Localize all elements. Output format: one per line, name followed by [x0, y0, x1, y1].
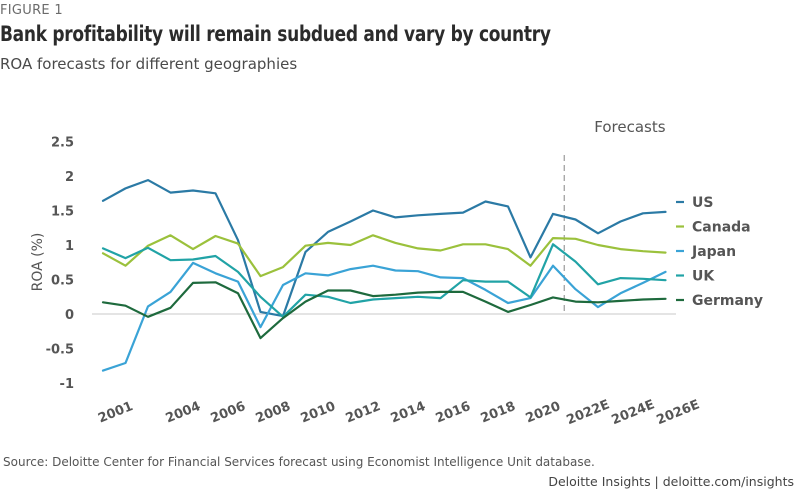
forecast-divider: Forecasts — [563, 118, 666, 314]
series-line-germany — [101, 281, 667, 340]
y-tick-label: 1.5 — [51, 205, 74, 220]
x-tick-label: 2016 — [434, 399, 473, 426]
x-tick-label: 2026E — [654, 397, 701, 428]
series-line-us — [101, 179, 667, 318]
series-lines — [101, 179, 667, 372]
y-tick-label: -1 — [60, 377, 74, 392]
y-tick-label: 2.5 — [51, 136, 74, 151]
y-axis-label: ROA (%) — [30, 233, 46, 292]
y-tick-label: 0.5 — [51, 274, 74, 289]
y-tick-label: 1 — [65, 239, 74, 254]
y-tick-label: -0.5 — [46, 343, 74, 358]
series-line-japan — [101, 261, 667, 372]
forecast-label: Forecasts — [594, 118, 665, 136]
figure-label: FIGURE 1 — [0, 3, 63, 18]
legend-label-germany: Germany — [692, 293, 763, 309]
x-tick-label: 2022E — [564, 397, 611, 428]
x-tick-label: 2024E — [609, 397, 656, 428]
source-note: Source: Deloitte Center for Financial Se… — [3, 455, 595, 469]
legend: US Canada Japan UK Germany — [676, 195, 763, 309]
legend-label-us: US — [692, 195, 713, 211]
legend-label-canada: Canada — [692, 220, 751, 236]
chart-subtitle: ROA forecasts for different geographies — [0, 55, 298, 73]
publisher-credit: Deloitte Insights | deloitte.com/insight… — [548, 474, 794, 489]
x-tick-label: 2020 — [524, 399, 563, 426]
x-tick-label: 2014 — [389, 399, 428, 426]
y-tick-label: 0 — [65, 308, 74, 323]
x-tick-label: 2018 — [479, 399, 518, 426]
series-line-uk — [101, 243, 667, 318]
chart-title: Bank profitability will remain subdued a… — [0, 22, 551, 46]
series-line-canada — [101, 234, 667, 278]
x-axis: 2001 2004 2006 2008 2010 2012 2014 2016 2018 2020… — [96, 397, 702, 428]
x-tick-label: 2012 — [344, 399, 383, 426]
x-tick-label: 2004 — [164, 399, 203, 426]
y-tick-label: 2 — [65, 170, 74, 185]
x-tick-label: 2010 — [299, 399, 338, 426]
y-axis: 2.5 2 1.5 1 0.5 0 -0.5 -1 — [46, 136, 74, 393]
x-tick-label: 2008 — [254, 399, 293, 426]
legend-label-uk: UK — [692, 269, 715, 285]
x-tick-label: 2001 — [96, 399, 135, 426]
x-tick-label: 2006 — [209, 399, 248, 426]
legend-label-japan: Japan — [691, 244, 736, 260]
